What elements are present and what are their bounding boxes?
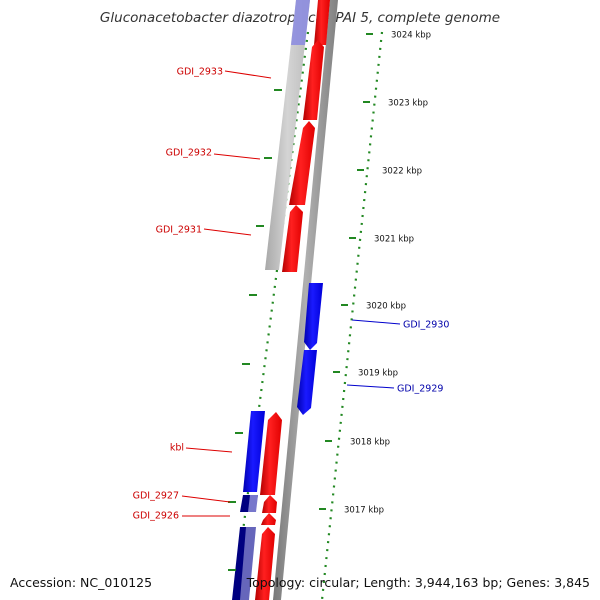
gene-label-gdi-2933: GDI_2933	[177, 67, 223, 78]
gene-label-gdi-2929: GDI_2929	[397, 384, 443, 395]
gene-arrow-gdi-2933	[303, 40, 324, 120]
scale-label-8: 3017 kbp	[344, 506, 384, 516]
gene-arrow-gdi-2926	[261, 513, 276, 525]
callout-line-gdi-2931	[203, 228, 252, 236]
callout-line-gdi-2930	[351, 319, 401, 325]
gene-arrow-gdi-2933-upper	[314, 0, 330, 45]
scale-labels: 3024 kbp 3023 kbp 3022 kbp 3021 kbp 3020 kbp…	[319, 31, 431, 516]
genome-summary-text: Topology: circular; Length: 3,944,163 bp…	[246, 575, 590, 590]
gc-content-band	[265, 0, 310, 270]
lower-reverse-band	[232, 411, 265, 600]
gene-arrow-kbl	[260, 412, 282, 495]
accession-text: Accession: NC_010125	[10, 575, 153, 590]
gene-arrow-gdi-2931	[282, 205, 303, 272]
scale-label-7: 3018 kbp	[350, 438, 390, 448]
scale-label-1: 3024 kbp	[391, 31, 431, 41]
gene-callouts: GDI_2933 GDI_2932 GDI_2931 GDI_2930 GDI_2929…	[133, 67, 450, 522]
gene-arrow-lower	[255, 527, 275, 600]
gene-arrow-gdi-2929	[297, 350, 317, 415]
forward-genes	[255, 0, 330, 600]
gene-arrow-gdi-2927	[262, 495, 277, 513]
callout-line-gdi-2932	[213, 153, 261, 160]
scale-label-2: 3023 kbp	[388, 99, 428, 109]
callout-line-gdi-2933	[224, 70, 272, 79]
scale-label-6: 3019 kbp	[358, 369, 398, 379]
gene-label-gdi-2930: GDI_2930	[403, 320, 449, 331]
gene-arrow-gdi-2930	[304, 283, 323, 350]
scale-label-5: 3020 kbp	[366, 302, 406, 312]
inner-dotted-ring	[232, 31, 310, 600]
gene-label-kbl: kbl	[170, 443, 184, 454]
gene-label-gdi-2927: GDI_2927	[133, 491, 179, 502]
gene-label-gdi-2926: GDI_2926	[133, 511, 179, 522]
scale-label-3: 3022 kbp	[382, 167, 422, 177]
gene-label-gdi-2932: GDI_2932	[166, 148, 212, 159]
gene-label-gdi-2931: GDI_2931	[156, 225, 202, 236]
gene-arrow-gdi-2932	[289, 121, 315, 205]
callout-line-gdi-2929	[346, 384, 395, 389]
callout-line-gdi-2927	[181, 495, 231, 503]
reverse-genes	[297, 283, 323, 415]
callout-line-kbl	[185, 447, 233, 453]
scale-label-4: 3021 kbp	[374, 235, 414, 245]
genome-backbone	[273, 0, 338, 600]
